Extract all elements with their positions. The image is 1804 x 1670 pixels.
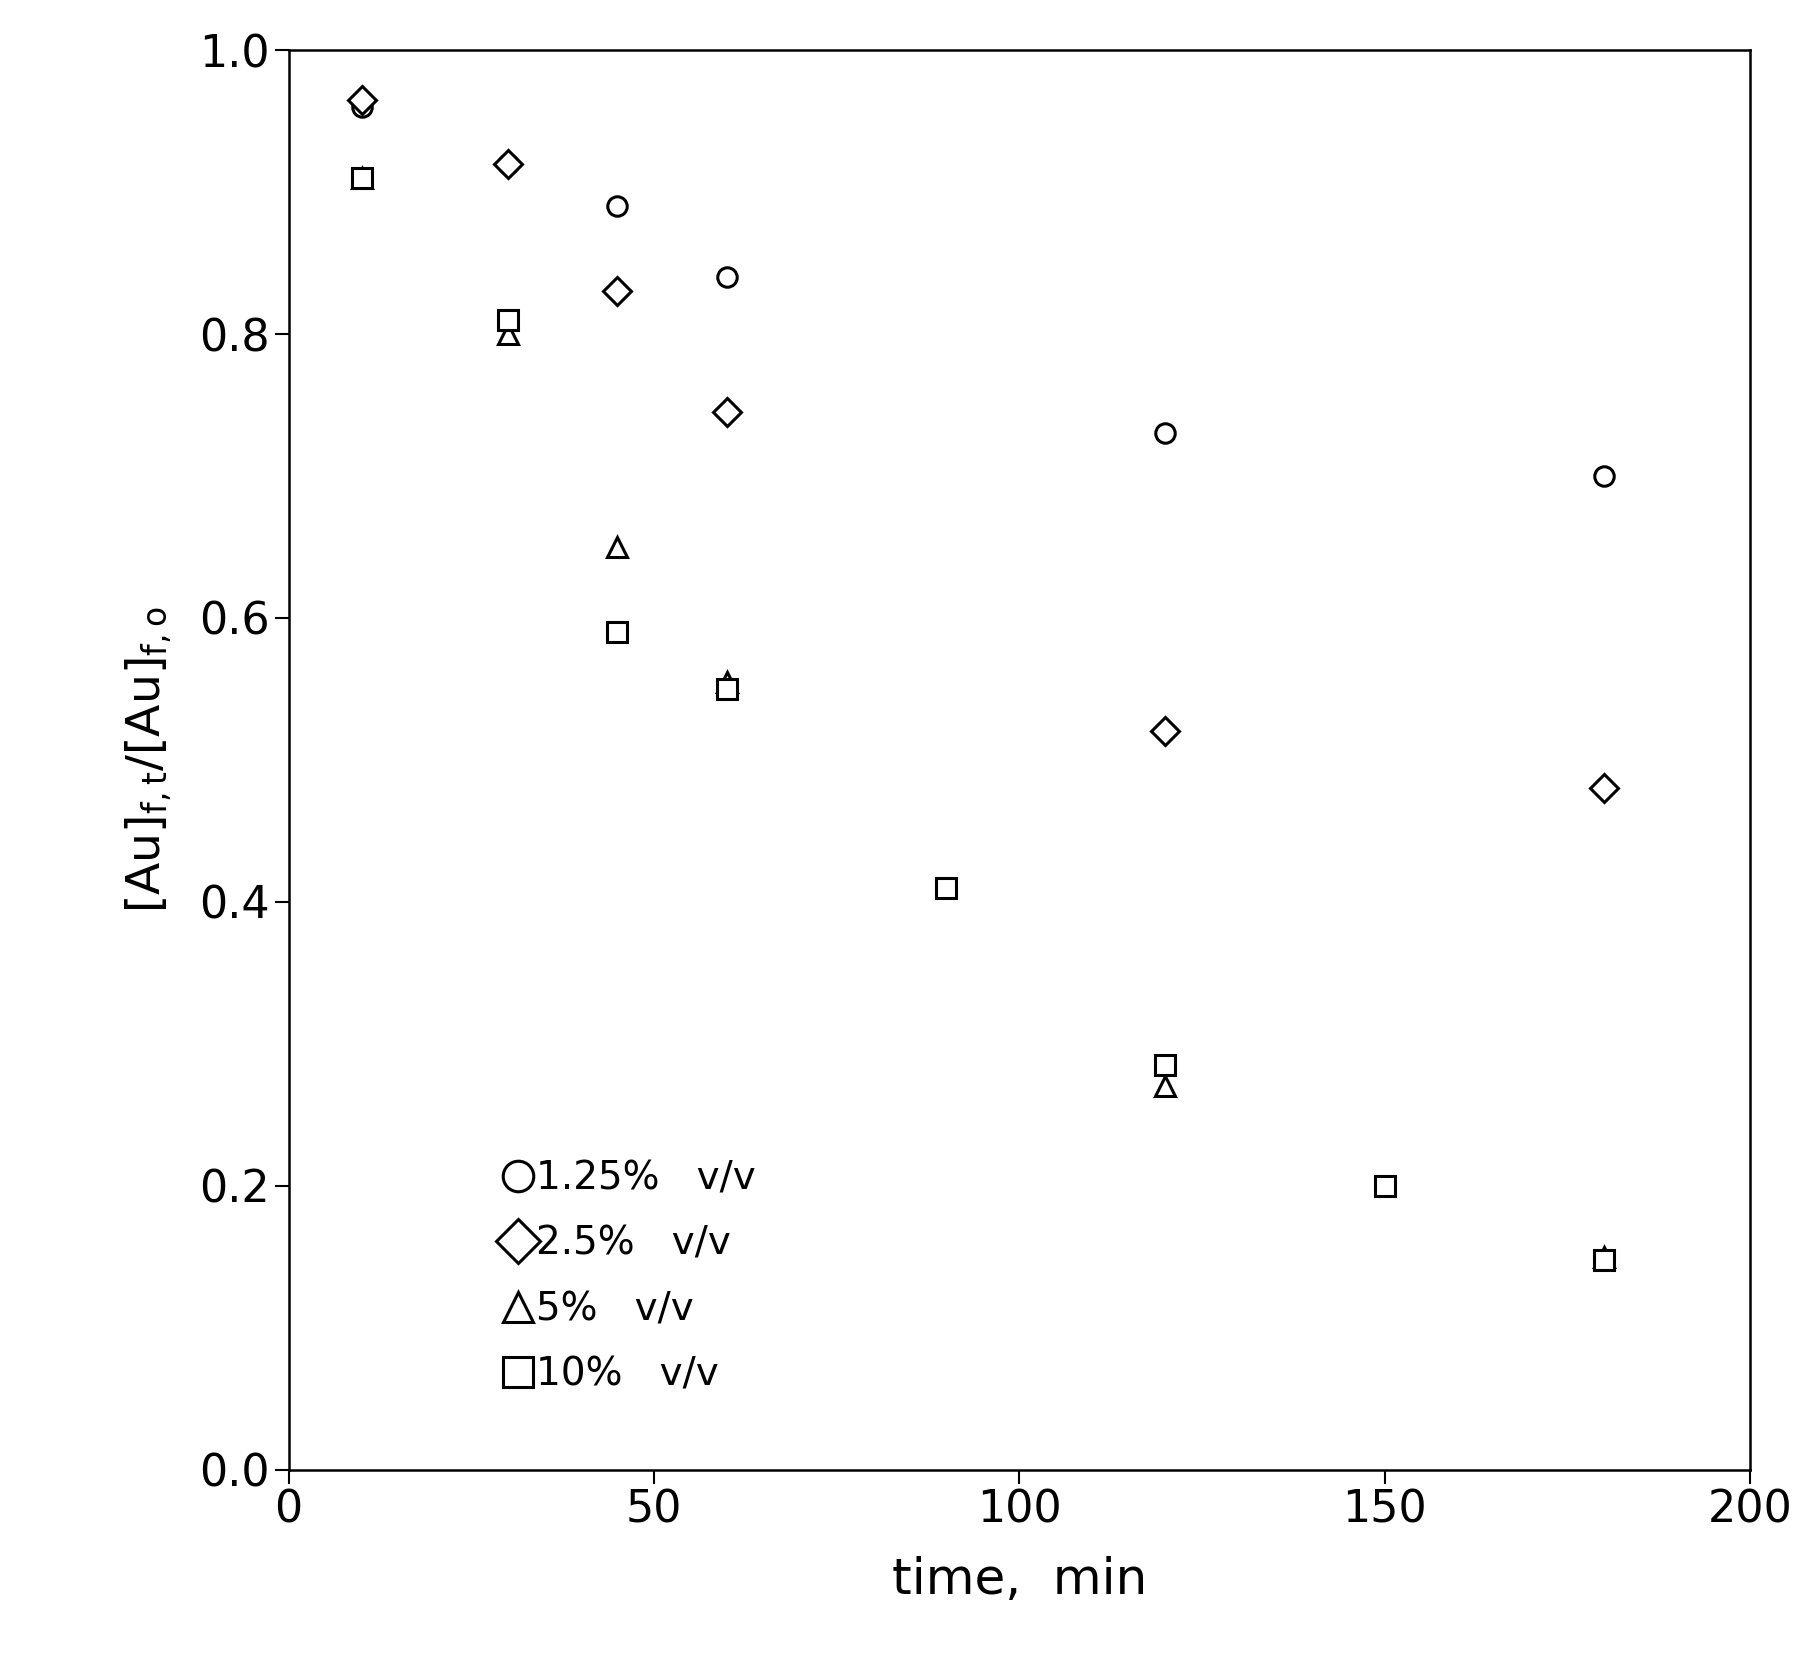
1.25%   v/v xyxy=(350,97,373,117)
X-axis label: time,  min: time, min xyxy=(891,1556,1147,1605)
10%   v/v xyxy=(350,169,373,189)
Legend: 1.25%   v/v, 2.5%   v/v, 5%   v/v, 10%   v/v: 1.25% v/v, 2.5% v/v, 5% v/v, 10% v/v xyxy=(512,1159,756,1393)
Line: 5%   v/v: 5% v/v xyxy=(352,169,1613,1266)
5%   v/v xyxy=(496,324,520,344)
10%   v/v xyxy=(496,311,520,331)
5%   v/v xyxy=(1155,1077,1176,1097)
1.25%   v/v xyxy=(1593,466,1615,486)
10%   v/v xyxy=(716,680,738,700)
2.5%   v/v xyxy=(716,402,738,423)
Y-axis label: [Au]$_\mathrm{f,t}$/[Au]$_\mathrm{f,o}$: [Au]$_\mathrm{f,t}$/[Au]$_\mathrm{f,o}$ xyxy=(123,606,175,913)
5%   v/v xyxy=(1593,1246,1615,1268)
Line: 1.25%   v/v: 1.25% v/v xyxy=(352,97,1613,486)
2.5%   v/v xyxy=(350,90,373,110)
10%   v/v xyxy=(934,878,956,898)
2.5%   v/v xyxy=(1593,778,1615,798)
1.25%   v/v xyxy=(606,197,628,217)
10%   v/v xyxy=(1155,1055,1176,1075)
5%   v/v xyxy=(350,169,373,189)
10%   v/v xyxy=(606,623,628,643)
1.25%   v/v xyxy=(716,267,738,287)
2.5%   v/v xyxy=(1155,721,1176,741)
2.5%   v/v xyxy=(496,154,520,174)
10%   v/v xyxy=(1593,1249,1615,1269)
Line: 2.5%   v/v: 2.5% v/v xyxy=(352,90,1613,798)
5%   v/v xyxy=(716,671,738,691)
Line: 10%   v/v: 10% v/v xyxy=(352,169,1613,1269)
1.25%   v/v xyxy=(1155,424,1176,444)
10%   v/v xyxy=(1373,1176,1394,1196)
2.5%   v/v xyxy=(606,282,628,302)
1.25%   v/v xyxy=(496,154,520,174)
5%   v/v xyxy=(606,538,628,558)
